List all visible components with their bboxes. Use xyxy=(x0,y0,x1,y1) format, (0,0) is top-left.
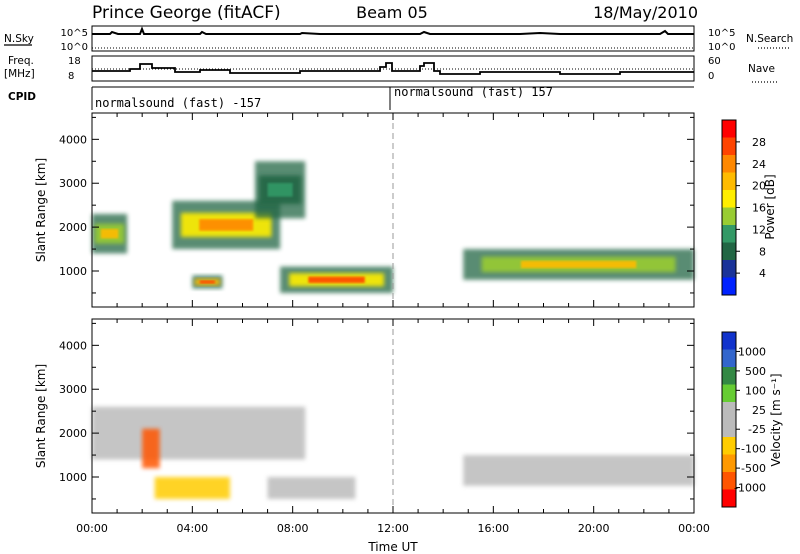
y-tick-label: 1000 xyxy=(59,471,87,484)
colorbar-tick-label: 25 xyxy=(752,404,766,417)
x-tick-label: 00:00 xyxy=(76,522,108,535)
nave-label: Nave xyxy=(748,63,775,75)
x-tick-label: 12:00 xyxy=(377,522,409,535)
colorbar-tick-label: 1000 xyxy=(738,345,766,358)
x-tick-label: 08:00 xyxy=(277,522,309,535)
velocity-echo xyxy=(267,477,356,499)
colorbar-tick-label: 28 xyxy=(752,136,766,149)
cpid-left: normalsound (fast) -157 xyxy=(95,96,261,110)
power-colorbar: 28 24 20 16 12 8 4 xyxy=(721,119,766,296)
colorbar-segment xyxy=(722,437,736,455)
freq-tick-top: 18 xyxy=(68,56,81,67)
nsearch-label: N.Search xyxy=(746,33,793,45)
colorbar-tick-label: 500 xyxy=(745,365,766,378)
y-tick-label: 3000 xyxy=(59,177,87,190)
colorbar-segment xyxy=(722,137,736,156)
colorbar-tick-label: 4 xyxy=(759,267,766,280)
colorbar-segment xyxy=(722,207,736,226)
velocity-y-axis-label: Slant Range [km] xyxy=(34,364,48,468)
x-tick-labels: 00:00 04:00 08:00 12:00 16:00 20:00 00:00 xyxy=(76,522,710,535)
y-tick-label: 2000 xyxy=(59,221,87,234)
colorbar-tick-label: 8 xyxy=(759,245,766,258)
nsky-label: N.Sky xyxy=(4,33,34,45)
colorbar-tick-label: 20 xyxy=(752,180,766,193)
velocity-echo xyxy=(154,477,230,499)
colorbar-segment xyxy=(722,349,736,368)
velocity-echo xyxy=(142,428,160,469)
power-echo-core xyxy=(520,260,637,269)
colorbar-tick-label: -100 xyxy=(741,443,766,456)
colorbar-segment xyxy=(722,367,736,385)
nsky-tick-top: 10^5 xyxy=(61,28,88,39)
colorbar-segment xyxy=(722,242,736,261)
nsearch-tick-bottom: 10^0 xyxy=(708,42,735,53)
freq-panel xyxy=(91,55,695,82)
y-tick-label: 1000 xyxy=(59,265,87,278)
freq-trace xyxy=(92,62,694,75)
y-tick-label: 4000 xyxy=(59,339,87,352)
colorbar-tick-label: 12 xyxy=(752,223,766,236)
colorbar-tick-label: -25 xyxy=(748,423,766,436)
beam-title: Beam 05 xyxy=(356,3,428,22)
colorbar-segment xyxy=(722,384,736,403)
y-tick-label: 2000 xyxy=(59,427,87,440)
colorbar-segment xyxy=(722,419,736,438)
x-tick-label: 00:00 xyxy=(678,522,710,535)
power-echo-layer xyxy=(92,161,694,293)
colorbar-segment xyxy=(722,489,736,508)
colorbar-tick-label: 100 xyxy=(745,384,766,397)
nsky-trace xyxy=(92,26,694,35)
cpid-label: CPID xyxy=(8,91,36,103)
colorbar-tick-label: -1000 xyxy=(734,482,766,495)
colorbar-segment xyxy=(722,172,736,191)
x-tick-label: 16:00 xyxy=(477,522,509,535)
colorbar-tick-label: 24 xyxy=(752,158,766,171)
power-echo-core xyxy=(199,219,254,231)
colorbar-tick-label: 16 xyxy=(752,202,766,215)
colorbar-segment xyxy=(722,277,736,296)
cpid-right: normalsound (fast) 157 xyxy=(394,85,553,99)
nsky-panel xyxy=(91,25,695,52)
power-echo-core xyxy=(267,182,293,197)
colorbar-segment xyxy=(722,472,736,490)
velocity-echo xyxy=(463,455,694,486)
freq-unit: [MHz] xyxy=(4,68,35,80)
freq-label: Freq. xyxy=(8,55,34,67)
x-tick-label: 20:00 xyxy=(578,522,610,535)
station-title: Prince George (fitACF) xyxy=(92,3,281,23)
freq-tick-bottom: 8 xyxy=(68,71,74,82)
power-panel: 4000 3000 2000 1000 xyxy=(59,112,695,308)
date-title: 18/May/2010 xyxy=(593,3,698,22)
nsky-tick-bottom: 10^0 xyxy=(61,42,88,53)
colorbar-segment xyxy=(722,225,736,243)
colorbar-tick-label: -500 xyxy=(741,462,766,475)
velocity-echo-layer xyxy=(92,406,694,499)
nsearch-tick-top: 10^5 xyxy=(708,28,735,39)
power-colorbar-label: Power [dB] xyxy=(763,174,777,239)
y-tick-label: 3000 xyxy=(59,383,87,396)
colorbar-segment xyxy=(722,190,736,208)
colorbar-segment xyxy=(722,120,736,138)
colorbar-segment xyxy=(722,332,736,350)
power-echo-core xyxy=(199,280,215,284)
velocity-colorbar: 1000 500 100 25 -25 -100 -500 -1000 xyxy=(721,331,766,508)
x-tick-label: 04:00 xyxy=(176,522,208,535)
power-echo-core xyxy=(308,276,365,283)
colorbar-segment xyxy=(722,260,736,278)
power-echo-core xyxy=(100,228,119,239)
colorbar-segment xyxy=(722,402,736,420)
nave-tick-top: 60 xyxy=(708,56,721,67)
velocity-echo xyxy=(92,406,306,460)
velocity-colorbar-label: Velocity [m s⁻¹] xyxy=(769,373,783,466)
colorbar-segment xyxy=(722,454,736,473)
colorbar-segment xyxy=(722,155,736,173)
velocity-panel: 4000 3000 2000 1000 xyxy=(59,318,695,514)
x-axis-label: Time UT xyxy=(367,540,418,554)
nave-tick-bottom: 0 xyxy=(708,71,714,82)
y-tick-label: 4000 xyxy=(59,133,87,146)
power-y-axis-label: Slant Range [km] xyxy=(34,158,48,262)
